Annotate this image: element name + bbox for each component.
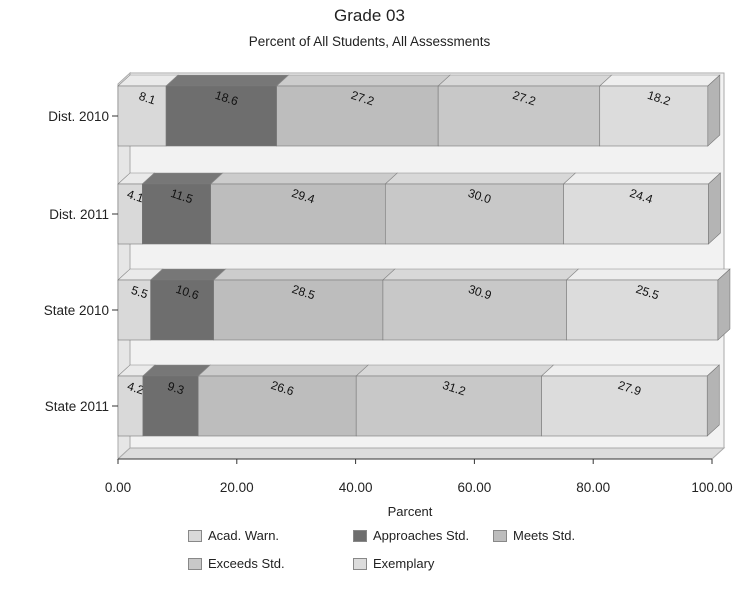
bar-3-4	[541, 375, 708, 437]
data-label-1-4: 24.4	[628, 186, 655, 207]
bar-2-2	[213, 279, 384, 341]
data-label-0-0: 8.1	[137, 89, 158, 108]
legend-label: Acad. Warn.	[208, 528, 280, 543]
legend-item: Exemplary	[353, 556, 434, 571]
bar-1-2	[210, 183, 386, 245]
legend-swatch	[493, 529, 507, 542]
legend-label: Meets Std.	[513, 528, 576, 543]
bar-top-1-4	[562, 172, 722, 185]
bar-end-face-0	[707, 74, 721, 147]
bar-3-3	[355, 375, 542, 437]
data-label-3-3: 31.2	[441, 378, 468, 399]
bar-1-4	[563, 183, 709, 245]
x-tick-label-5: 100.00	[691, 480, 732, 495]
bar-1-1	[142, 183, 211, 245]
data-label-1-1: 11.5	[169, 186, 195, 206]
y-tick-label-1: Dist. 2011	[49, 207, 109, 222]
x-tick-label-4: 80.00	[576, 480, 610, 495]
legend-swatch	[188, 529, 202, 542]
bar-2-4	[566, 279, 719, 341]
data-label-2-3: 30.9	[467, 282, 494, 303]
legend-item: Acad. Warn.	[188, 528, 279, 543]
data-label-0-4: 18.2	[646, 88, 673, 109]
x-axis-label: Parcent	[388, 504, 433, 519]
bar-2-1	[150, 279, 214, 341]
bar-3-1	[142, 375, 199, 437]
bar-top-2-4	[565, 268, 731, 281]
data-label-2-1: 10.6	[174, 282, 201, 303]
data-label-0-2: 27.2	[349, 88, 376, 109]
data-label-1-3: 30.0	[466, 186, 493, 207]
bar-0-2	[276, 85, 439, 147]
x-tick-label-0: 0.00	[105, 480, 131, 495]
legend-swatch	[353, 529, 367, 542]
data-label-2-2: 28.5	[290, 282, 317, 303]
x-tick-label-3: 60.00	[458, 480, 492, 495]
legend-swatch	[188, 557, 202, 570]
legend-label: Approaches Std.	[373, 528, 470, 543]
bar-end-face-2	[717, 268, 731, 341]
chart-floor	[116, 447, 726, 460]
bar-top-1-2	[209, 172, 399, 185]
data-label-1-0: 4.1	[125, 187, 146, 206]
chart-title: Grade 03	[334, 6, 405, 25]
bar-end-face-1	[708, 172, 721, 245]
bar-0-0	[117, 85, 167, 147]
data-label-3-0: 4.2	[126, 379, 147, 398]
legend-item: Meets Std.	[493, 528, 575, 543]
bar-top-1-3	[384, 172, 577, 185]
bar-top-3-3	[355, 364, 555, 377]
bar-top-0-3	[437, 74, 613, 87]
legend-label: Exceeds Std.	[208, 556, 285, 571]
bar-2-0	[117, 279, 151, 341]
bar-3-0	[117, 375, 144, 437]
bar-top-1-1	[141, 172, 224, 185]
legend-item: Exceeds Std.	[188, 556, 285, 571]
data-label-2-4: 25.5	[634, 282, 661, 303]
bar-1-3	[384, 183, 564, 245]
data-label-0-1: 18.6	[213, 88, 240, 109]
data-label-3-4: 27.9	[616, 378, 643, 399]
x-tick-label-2: 40.00	[339, 480, 373, 495]
x-tick-label-1: 20.00	[220, 480, 254, 495]
legend-label: Exemplary	[373, 556, 435, 571]
data-label-1-2: 29.4	[290, 186, 317, 207]
bar-top-0-4	[598, 74, 721, 87]
y-tick-label-2: State 2010	[44, 303, 109, 318]
bar-top-2-1	[149, 268, 227, 281]
legend-item: Approaches Std.	[353, 528, 469, 543]
data-label-2-0: 5.5	[129, 283, 150, 302]
bar-3-2	[197, 375, 357, 437]
data-label-3-2: 26.6	[269, 378, 296, 399]
bar-top-0-1	[165, 74, 290, 87]
y-tick-label-0: Dist. 2010	[48, 109, 109, 124]
bar-top-3-4	[540, 364, 721, 377]
legend-swatch	[353, 557, 367, 570]
bar-1-0	[117, 183, 143, 245]
bar-top-2-2	[212, 268, 396, 281]
bar-top-2-3	[382, 268, 580, 281]
bar-0-1	[165, 85, 277, 147]
chart-subtitle: Percent of All Students, All Assessments	[248, 34, 491, 49]
bar-end-face-3	[706, 364, 720, 437]
bar-top-3-2	[197, 364, 369, 377]
bar-2-3	[382, 279, 567, 341]
y-tick-label-3: State 2011	[45, 399, 109, 414]
bar-top-0-2	[275, 74, 451, 87]
data-label-3-1: 9.3	[166, 379, 187, 398]
data-label-0-3: 27.2	[511, 88, 538, 109]
bar-0-3	[437, 85, 601, 147]
